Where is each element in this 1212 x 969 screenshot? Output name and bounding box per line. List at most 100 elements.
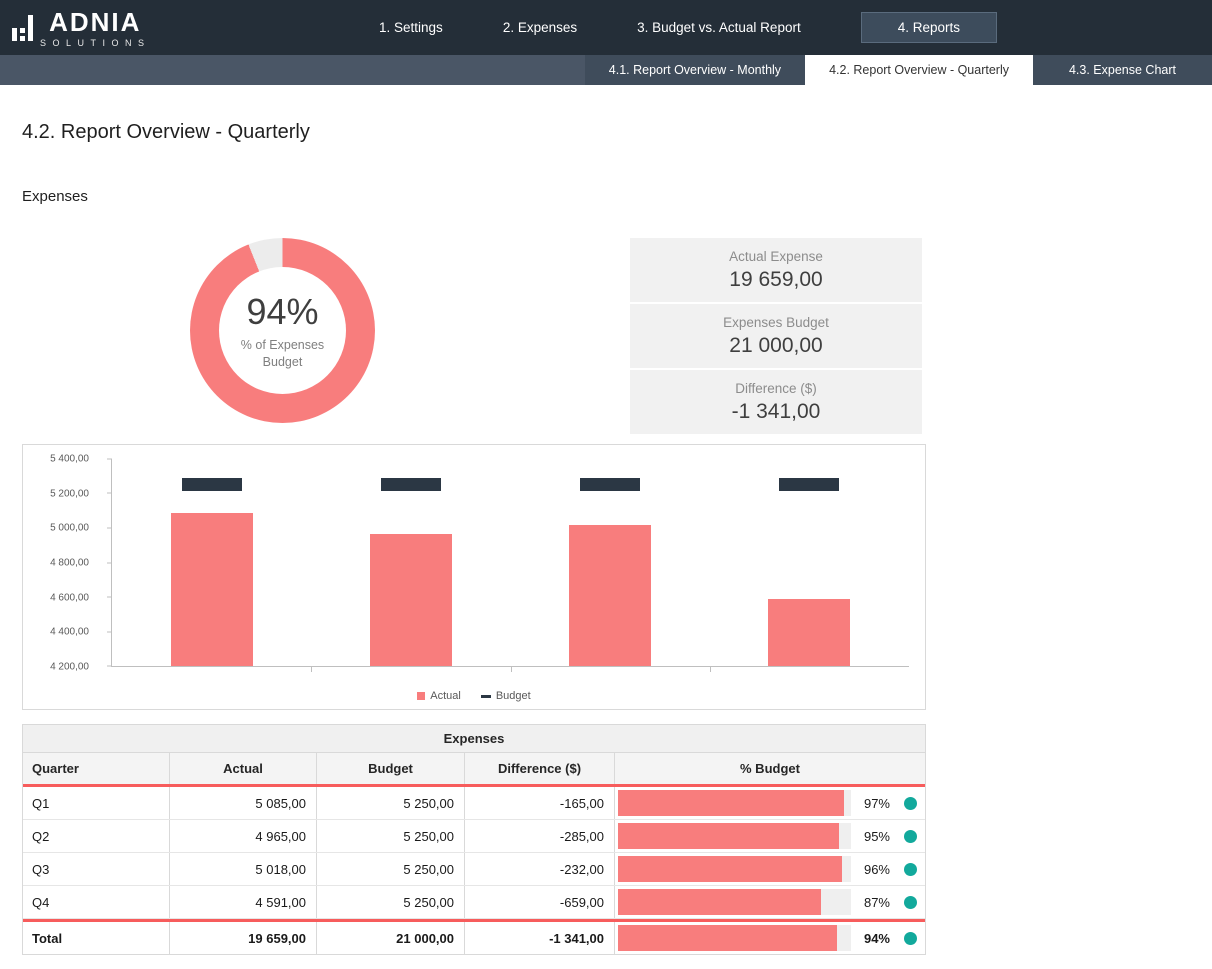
table-header-row: Quarter Actual Budget Difference ($) % B… (23, 753, 925, 787)
pct-budget-value: 95% (864, 829, 892, 844)
pct-budget-bar (618, 856, 842, 882)
col-header-difference: Difference ($) (465, 753, 615, 784)
cell-difference: -659,00 (465, 886, 615, 918)
subtab-report-overview-quarterly[interactable]: 4.2. Report Overview - Quarterly (805, 55, 1033, 85)
actual-bar-q2 (370, 534, 452, 666)
pct-budget-track (618, 823, 851, 849)
pct-budget-value: 87% (864, 895, 892, 910)
quarterly-expense-bar-chart: 5 400,005 200,005 000,004 800,004 600,00… (22, 444, 926, 710)
donut-percent-value: 94% (246, 291, 318, 333)
subtab-expense-chart[interactable]: 4.3. Expense Chart (1033, 55, 1212, 85)
nav-tab-budget-vs-actual[interactable]: 3. Budget vs. Actual Report (607, 20, 831, 35)
y-axis-tick (107, 666, 112, 667)
legend-actual-label: Actual (430, 690, 461, 702)
actual-bar-q4 (768, 599, 850, 666)
adnia-logo: ADNIA SOLUTIONS (12, 7, 151, 48)
summary-cards: Actual Expense 19 659,00 Expenses Budget… (630, 238, 922, 434)
cell-quarter: Total (23, 922, 170, 954)
pct-budget-value: 97% (864, 796, 892, 811)
pct-budget-track (618, 856, 851, 882)
legend-budget-marker (481, 695, 491, 698)
col-header-budget: Budget (317, 753, 465, 784)
cell-difference: -1 341,00 (465, 922, 615, 954)
budget-percent-donut-chart: 94% % of Expenses Budget (190, 238, 375, 423)
brand-name: ADNIA (49, 9, 141, 35)
report-sub-navigation: 4.1. Report Overview - Monthly 4.2. Repo… (0, 55, 1212, 85)
budget-dash-q3 (580, 478, 640, 491)
x-axis-tick (311, 666, 312, 672)
pct-budget-bar (618, 823, 839, 849)
pct-budget-track (618, 925, 851, 951)
cell-quarter: Q2 (23, 820, 170, 852)
status-dot (904, 932, 917, 945)
card-difference: Difference ($) -1 341,00 (630, 370, 922, 434)
chart-legend: Actual Budget (23, 690, 925, 702)
y-axis-tick (107, 562, 112, 563)
y-axis-label: 4 400,00 (50, 627, 89, 638)
table-row-q2: Q2 4 965,00 5 250,00 -285,00 95% (23, 820, 925, 853)
budget-dash-q4 (779, 478, 839, 491)
pct-budget-bar (618, 889, 821, 915)
table-row-q1: Q1 5 085,00 5 250,00 -165,00 97% (23, 787, 925, 820)
y-axis-label: 4 200,00 (50, 662, 89, 673)
card-expenses-budget: Expenses Budget 21 000,00 (630, 304, 922, 368)
brand-subtitle: SOLUTIONS (40, 38, 151, 48)
cell-actual: 4 591,00 (170, 886, 317, 918)
budget-dash-q2 (381, 478, 441, 491)
status-dot (904, 863, 917, 876)
pct-budget-bar (618, 925, 837, 951)
card-label: Expenses Budget (723, 315, 829, 330)
pct-budget-bar (618, 790, 844, 816)
expenses-table: Expenses Quarter Actual Budget Differenc… (22, 724, 926, 955)
cell-actual: 19 659,00 (170, 922, 317, 954)
y-axis-tick (107, 493, 112, 494)
table-title: Expenses (23, 725, 925, 753)
cell-difference: -285,00 (465, 820, 615, 852)
y-axis-tick (107, 459, 112, 460)
x-axis-tick (710, 666, 711, 672)
cell-actual: 5 018,00 (170, 853, 317, 885)
y-axis-label: 4 800,00 (50, 558, 89, 569)
actual-bar-q1 (171, 513, 253, 666)
budget-dash-q1 (182, 478, 242, 491)
donut-center: 94% % of Expenses Budget (219, 267, 346, 394)
pct-budget-value: 94% (864, 931, 892, 946)
page-title: 4.2. Report Overview - Quarterly (22, 121, 1212, 144)
card-actual-expense: Actual Expense 19 659,00 (630, 238, 922, 302)
nav-tab-settings[interactable]: 1. Settings (349, 20, 473, 35)
subtab-report-overview-monthly[interactable]: 4.1. Report Overview - Monthly (585, 55, 805, 85)
table-row-q3: Q3 5 018,00 5 250,00 -232,00 96% (23, 853, 925, 886)
nav-tab-expenses[interactable]: 2. Expenses (473, 20, 607, 35)
cell-budget: 5 250,00 (317, 787, 465, 819)
report-content: 4.2. Report Overview - Quarterly Expense… (0, 121, 1212, 955)
card-label: Actual Expense (729, 249, 823, 264)
cell-pct-budget: 96% (615, 853, 925, 885)
y-axis-label: 5 400,00 (50, 454, 89, 465)
card-value: 21 000,00 (729, 334, 822, 358)
table-row-q4: Q4 4 591,00 5 250,00 -659,00 87% (23, 886, 925, 919)
actual-bar-q3 (569, 525, 651, 666)
col-header-pct-budget: % Budget (615, 753, 925, 784)
y-axis-tick (107, 527, 112, 528)
y-axis-label: 4 600,00 (50, 592, 89, 603)
y-axis-label: 5 000,00 (50, 523, 89, 534)
cell-actual: 4 965,00 (170, 820, 317, 852)
cell-quarter: Q1 (23, 787, 170, 819)
status-dot (904, 830, 917, 843)
cell-budget: 21 000,00 (317, 922, 465, 954)
cell-budget: 5 250,00 (317, 820, 465, 852)
col-header-quarter: Quarter (23, 753, 170, 784)
cell-pct-budget: 94% (615, 922, 925, 954)
cell-pct-budget: 95% (615, 820, 925, 852)
legend-actual-marker (417, 692, 425, 700)
top-navigation-bar: ADNIA SOLUTIONS 1. Settings 2. Expenses … (0, 0, 1212, 55)
overview-row: 94% % of Expenses Budget Actual Expense … (22, 238, 922, 434)
cell-difference: -232,00 (465, 853, 615, 885)
cell-budget: 5 250,00 (317, 853, 465, 885)
status-dot (904, 896, 917, 909)
nav-tab-reports[interactable]: 4. Reports (861, 12, 997, 43)
legend-budget-label: Budget (496, 690, 531, 702)
y-axis-tick (107, 631, 112, 632)
legend-item-budget: Budget (481, 690, 531, 702)
cell-pct-budget: 87% (615, 886, 925, 918)
